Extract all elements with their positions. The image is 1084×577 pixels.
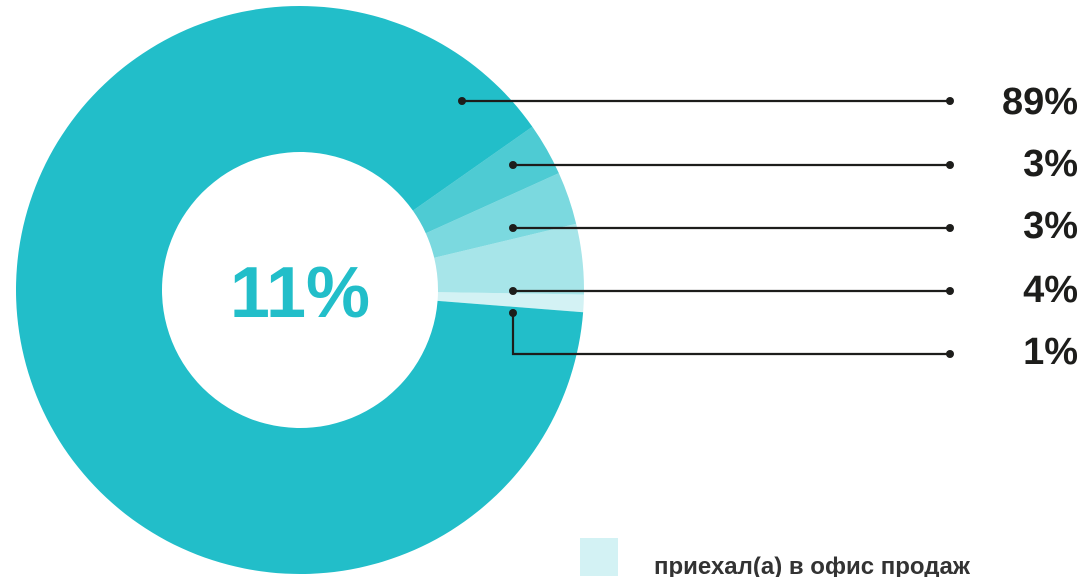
donut-slice-1 bbox=[15, 6, 584, 575]
donut-slice-4 bbox=[434, 223, 584, 295]
leader-dot-1-start bbox=[458, 97, 466, 105]
slice-label-1: 89% bbox=[1002, 81, 1078, 123]
legend: приехал(а) в офис продаж bbox=[580, 538, 971, 577]
donut-slice-3 bbox=[425, 173, 577, 258]
donut-slices bbox=[15, 6, 584, 575]
donut-slice-2 bbox=[412, 126, 559, 234]
slice-labels: 89% 3% 3% 4% 1% bbox=[1002, 81, 1078, 373]
donut-slice-5 bbox=[437, 292, 584, 313]
leader-lines bbox=[458, 97, 954, 358]
leader-line-5 bbox=[511, 313, 950, 356]
legend-swatch bbox=[580, 538, 618, 576]
leader-dot-4-start bbox=[509, 287, 517, 295]
leader-dot-3-start bbox=[509, 224, 517, 232]
slice-label-4: 4% bbox=[1023, 269, 1078, 311]
leader-dot-1-end bbox=[946, 97, 954, 105]
leader-dot-3-end bbox=[946, 224, 954, 232]
leader-dot-2-start bbox=[509, 161, 517, 169]
leader-dot-5-end bbox=[946, 350, 954, 358]
leader-dot-5-start bbox=[509, 309, 517, 317]
slice-label-5: 1% bbox=[1023, 331, 1078, 373]
leader-dot-2-end bbox=[946, 161, 954, 169]
leader-dot-4-end bbox=[946, 287, 954, 295]
center-label: 11% bbox=[230, 253, 370, 333]
legend-label: приехал(а) в офис продаж bbox=[654, 553, 971, 577]
slice-label-2: 3% bbox=[1023, 143, 1078, 185]
slice-label-3: 3% bbox=[1023, 205, 1078, 247]
